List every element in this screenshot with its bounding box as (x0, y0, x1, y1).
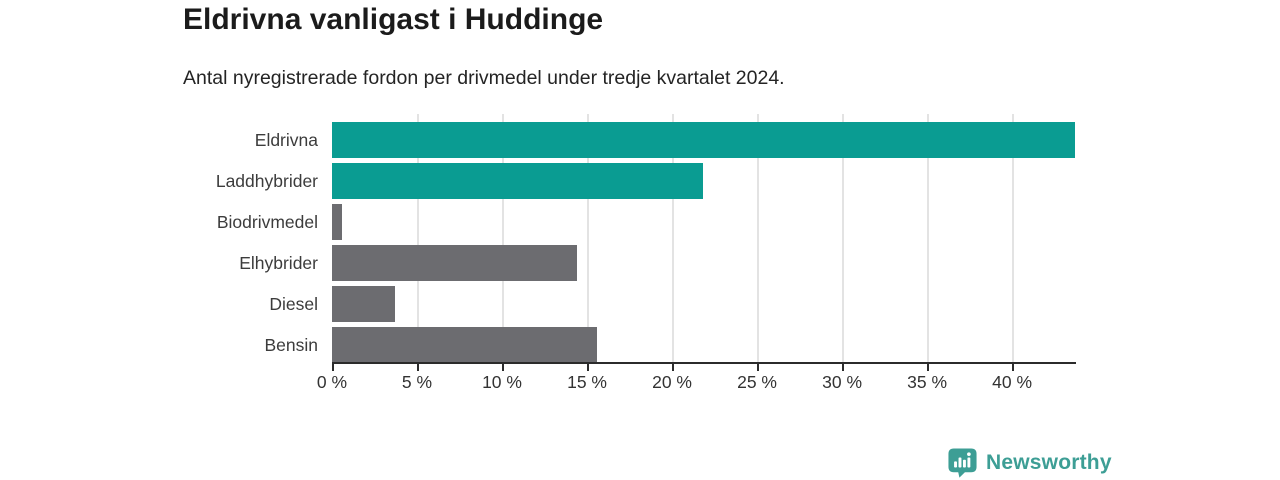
x-axis-tick-40 (1012, 364, 1014, 371)
x-axis-tick-20 (672, 364, 674, 371)
bar-label-elhybrider: Elhybrider (239, 252, 318, 273)
x-axis-tick-label-25: 25 % (737, 372, 777, 392)
bar-label-bensin: Bensin (264, 334, 318, 355)
x-axis-tick-15 (587, 364, 589, 371)
gridline-40 (1012, 114, 1014, 362)
bar-laddhybrider (332, 162, 703, 199)
newsworthy-logo-icon (948, 448, 977, 478)
x-axis-tick-label-10: 10 % (482, 372, 522, 392)
gridline-30 (842, 114, 844, 362)
gridline-20 (672, 114, 674, 362)
x-axis-tick-label-30: 30 % (822, 372, 863, 392)
gridline-15 (587, 114, 589, 362)
x-axis-tick-label-15: 15 % (567, 372, 607, 392)
gridline-35 (927, 114, 929, 362)
x-axis-tick-10 (502, 364, 504, 371)
chart-subtitle: Antal nyregistrerade fordon per drivmede… (183, 67, 785, 89)
x-axis-tick-30 (842, 364, 844, 371)
x-axis-tick-label-35: 35 % (907, 372, 948, 392)
x-axis-tick-0 (332, 364, 334, 371)
x-axis-tick-label-20: 20 % (652, 372, 692, 392)
brand-footer: Newsworthy (947, 447, 1112, 478)
x-axis-tick-label-40: 40 % (992, 372, 1033, 392)
bar-elhybrider (332, 244, 577, 281)
bar-biodrivmedel (332, 203, 343, 240)
bar-label-diesel: Diesel (269, 293, 318, 314)
x-axis-tick-5 (417, 364, 419, 371)
bar-eldrivna (332, 121, 1075, 158)
x-axis-line (332, 362, 1076, 365)
x-axis-tick-label-5: 5 % (401, 372, 433, 392)
bar-label-biodrivmedel: Biodrivmedel (216, 211, 318, 232)
x-axis-tick-label-0: 0 % (316, 372, 348, 392)
x-axis-tick-25 (757, 364, 759, 371)
bar-diesel (332, 285, 395, 322)
chart-title: Eldrivna vanligast i Huddinge (183, 3, 604, 36)
gridline-5 (417, 114, 419, 362)
brand-name: Newsworthy (986, 450, 1112, 474)
x-axis-tick-35 (927, 364, 929, 371)
bar-label-laddhybrider: Laddhybrider (215, 170, 318, 191)
bar-bensin (332, 326, 598, 363)
gridline-10 (502, 114, 504, 362)
gridline-25 (757, 114, 759, 362)
bar-label-eldrivna: Eldrivna (254, 129, 318, 150)
